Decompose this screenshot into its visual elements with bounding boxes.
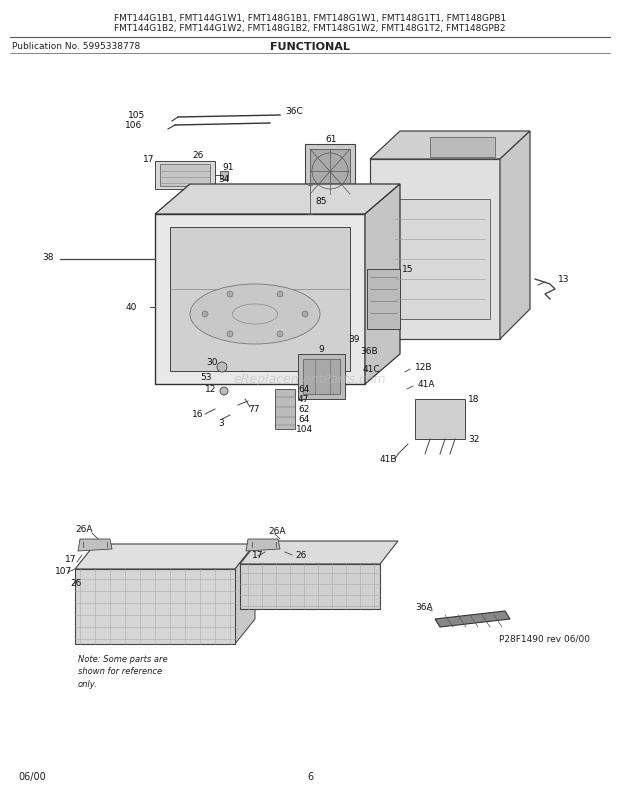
Text: 41C: 41C xyxy=(363,365,381,374)
Text: FUNCTIONAL: FUNCTIONAL xyxy=(270,42,350,52)
Polygon shape xyxy=(310,150,350,195)
Text: 64: 64 xyxy=(298,385,309,394)
Text: 107: 107 xyxy=(55,567,73,576)
Text: 26A: 26A xyxy=(268,527,285,536)
Polygon shape xyxy=(303,359,340,395)
Text: 3: 3 xyxy=(218,419,224,428)
Text: 91: 91 xyxy=(222,164,234,172)
Circle shape xyxy=(277,331,283,338)
Text: 62: 62 xyxy=(298,405,309,414)
Text: 30: 30 xyxy=(206,358,218,367)
Circle shape xyxy=(220,387,228,395)
Polygon shape xyxy=(500,132,530,339)
Circle shape xyxy=(217,363,227,373)
Text: 104: 104 xyxy=(296,425,313,434)
Polygon shape xyxy=(155,215,365,384)
Polygon shape xyxy=(160,164,210,187)
Polygon shape xyxy=(390,200,490,320)
Text: 41B: 41B xyxy=(380,455,397,464)
Polygon shape xyxy=(170,228,350,371)
Text: 17: 17 xyxy=(252,551,264,560)
Ellipse shape xyxy=(190,285,320,345)
Text: 26A: 26A xyxy=(75,525,92,534)
Circle shape xyxy=(227,331,233,338)
Circle shape xyxy=(227,292,233,298)
Polygon shape xyxy=(367,269,400,330)
Polygon shape xyxy=(155,162,215,190)
Text: FMT144G1B1, FMT144G1W1, FMT148G1B1, FMT148G1W1, FMT148G1T1, FMT148GPB1: FMT144G1B1, FMT144G1W1, FMT148G1B1, FMT1… xyxy=(114,14,506,23)
Text: 85: 85 xyxy=(315,197,327,206)
Text: 17: 17 xyxy=(65,555,76,564)
Text: 26: 26 xyxy=(295,551,306,560)
Polygon shape xyxy=(365,184,400,384)
Text: P28F1490 rev 06/00: P28F1490 rev 06/00 xyxy=(499,634,590,643)
Text: Note: Some parts are
shown for reference
only.: Note: Some parts are shown for reference… xyxy=(78,654,167,688)
Text: 53: 53 xyxy=(200,373,211,382)
Text: Publication No. 5995338778: Publication No. 5995338778 xyxy=(12,42,140,51)
Text: 17: 17 xyxy=(143,156,154,164)
Text: FMT144G1B2, FMT144G1W2, FMT148G1B2, FMT148G1W2, FMT148G1T2, FMT148GPB2: FMT144G1B2, FMT144G1W2, FMT148G1B2, FMT1… xyxy=(114,24,506,33)
Polygon shape xyxy=(240,565,380,610)
Polygon shape xyxy=(435,611,510,627)
Text: 9: 9 xyxy=(318,345,324,354)
Text: 106: 106 xyxy=(125,121,142,131)
Polygon shape xyxy=(305,145,355,200)
Text: 18: 18 xyxy=(468,395,479,404)
Circle shape xyxy=(202,312,208,318)
Text: 32: 32 xyxy=(468,435,479,444)
Text: 61: 61 xyxy=(325,136,337,144)
Text: 36B: 36B xyxy=(360,347,378,356)
Text: 13: 13 xyxy=(558,275,570,284)
Text: 40: 40 xyxy=(126,303,138,312)
Text: 26: 26 xyxy=(192,152,203,160)
Circle shape xyxy=(302,312,308,318)
Polygon shape xyxy=(235,545,255,644)
Polygon shape xyxy=(430,138,495,158)
Polygon shape xyxy=(298,354,345,399)
Text: 77: 77 xyxy=(248,405,260,414)
Polygon shape xyxy=(415,399,465,439)
Text: 36C: 36C xyxy=(285,107,303,116)
Text: eReplacementParts.com: eReplacementParts.com xyxy=(234,373,386,386)
Polygon shape xyxy=(246,539,280,551)
Text: 15: 15 xyxy=(402,265,414,274)
Polygon shape xyxy=(275,390,295,429)
Polygon shape xyxy=(75,545,255,569)
Text: 105: 105 xyxy=(128,111,145,120)
Text: 36A: 36A xyxy=(415,603,433,612)
Polygon shape xyxy=(220,172,228,180)
Polygon shape xyxy=(370,160,500,339)
Text: 64: 64 xyxy=(298,415,309,424)
Text: 06/00: 06/00 xyxy=(18,771,46,781)
Text: 12: 12 xyxy=(205,385,216,394)
Text: 34: 34 xyxy=(218,176,229,184)
Text: 6: 6 xyxy=(307,771,313,781)
Text: 41A: 41A xyxy=(418,380,435,389)
Polygon shape xyxy=(155,184,400,215)
Polygon shape xyxy=(78,539,112,551)
Text: 39: 39 xyxy=(348,335,360,344)
Text: 38: 38 xyxy=(42,253,53,262)
Text: 26: 26 xyxy=(70,579,81,588)
Polygon shape xyxy=(75,569,235,644)
Polygon shape xyxy=(240,541,398,565)
Text: 16: 16 xyxy=(192,410,203,419)
Circle shape xyxy=(277,292,283,298)
Text: 12B: 12B xyxy=(415,363,433,372)
Text: 47: 47 xyxy=(298,395,309,404)
Polygon shape xyxy=(370,132,530,160)
